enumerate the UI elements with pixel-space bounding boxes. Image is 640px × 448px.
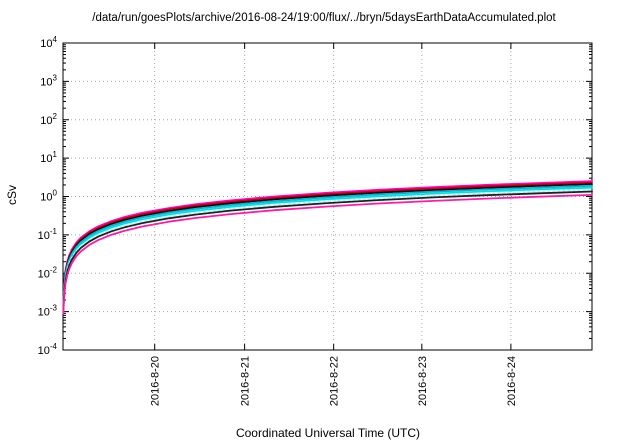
y-tick-label: 104 <box>40 35 57 50</box>
x-tick-label: 2016-8-24 <box>506 356 518 406</box>
plot-border <box>62 42 593 351</box>
x-axis-label: Coordinated Universal Time (UTC) <box>235 426 421 440</box>
y-tick-label: 10-2 <box>38 265 58 280</box>
series-line-lower-magenta <box>62 194 593 314</box>
y-axis-label: cSv <box>5 185 19 206</box>
x-tick-label: 2016-8-22 <box>329 356 341 406</box>
y-tick-label: 10-4 <box>38 342 58 357</box>
x-tick-label: 2016-8-20 <box>150 356 162 406</box>
series-line-red <box>62 181 593 302</box>
y-tick-label: 100 <box>40 189 57 204</box>
y-tick-label: 10-1 <box>38 227 58 242</box>
y-tick-label: 10-3 <box>38 304 58 319</box>
series-line-lower-black <box>62 190 593 311</box>
y-tick-label: 103 <box>40 73 57 88</box>
x-tick-label: 2016-8-23 <box>417 356 429 406</box>
y-tick-label: 101 <box>40 150 57 165</box>
series-line-pale-dotted <box>62 188 593 309</box>
y-tick-label: 102 <box>40 112 57 127</box>
series-line-bright-cyan <box>62 186 593 307</box>
chart-title: /data/run/goesPlots/archive/2016-08-24/1… <box>92 12 556 24</box>
x-tick-label: 2016-8-21 <box>240 356 252 406</box>
